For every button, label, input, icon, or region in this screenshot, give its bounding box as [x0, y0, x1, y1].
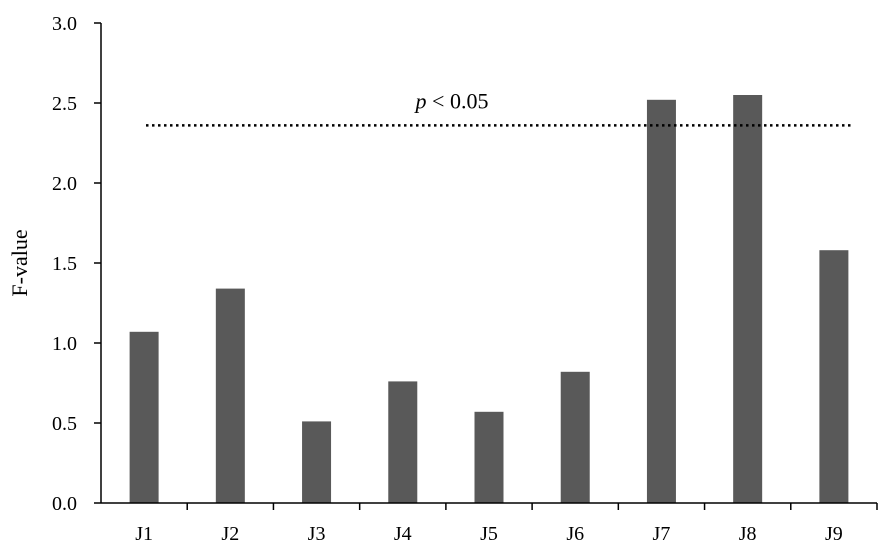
- x-tick-label-j5: J5: [480, 523, 498, 545]
- y-tick-label: 1.0: [52, 333, 77, 355]
- y-tick-label: 0.5: [52, 413, 77, 435]
- x-ticks-group: J1 J2 J3 J4 J5 J6 J7 J8 J9: [135, 503, 878, 545]
- threshold-label-p: p: [414, 88, 427, 113]
- bar-j7: [646, 99, 676, 504]
- x-tick-label-j4: J4: [394, 523, 412, 545]
- bar-j9: [819, 250, 849, 503]
- threshold-group: p < 0.05: [146, 88, 852, 127]
- y-tick-label: 1.5: [52, 253, 77, 275]
- bar-j3: [302, 421, 332, 503]
- bar-j6: [560, 371, 590, 503]
- y-ticks-group: 0.0 0.5 1.0 1.5 2.0 2.5 3.0: [52, 13, 101, 515]
- bar-j8: [733, 95, 763, 503]
- x-tick-label-j2: J2: [221, 523, 239, 545]
- x-tick-label-j7: J7: [653, 523, 671, 545]
- y-axis-title: F-value: [7, 229, 32, 296]
- bars-group: [129, 95, 849, 504]
- y-tick-label: 0.0: [52, 493, 77, 515]
- x-tick-label-j3: J3: [308, 523, 326, 545]
- y-tick-label: 2.5: [52, 93, 77, 115]
- x-tick-label-j8: J8: [739, 523, 757, 545]
- bar-j5: [474, 411, 504, 503]
- bar-j1: [129, 331, 159, 503]
- x-tick-label-j1: J1: [135, 523, 153, 545]
- bar-j4: [388, 381, 418, 503]
- threshold-label: p < 0.05: [414, 88, 489, 113]
- threshold-label-rest: < 0.05: [427, 88, 489, 113]
- bar-j2: [215, 288, 245, 503]
- x-tick-label-j6: J6: [566, 523, 584, 545]
- x-tick-label-j9: J9: [825, 523, 843, 545]
- y-tick-label: 2.0: [52, 173, 77, 195]
- y-tick-label: 3.0: [52, 13, 77, 35]
